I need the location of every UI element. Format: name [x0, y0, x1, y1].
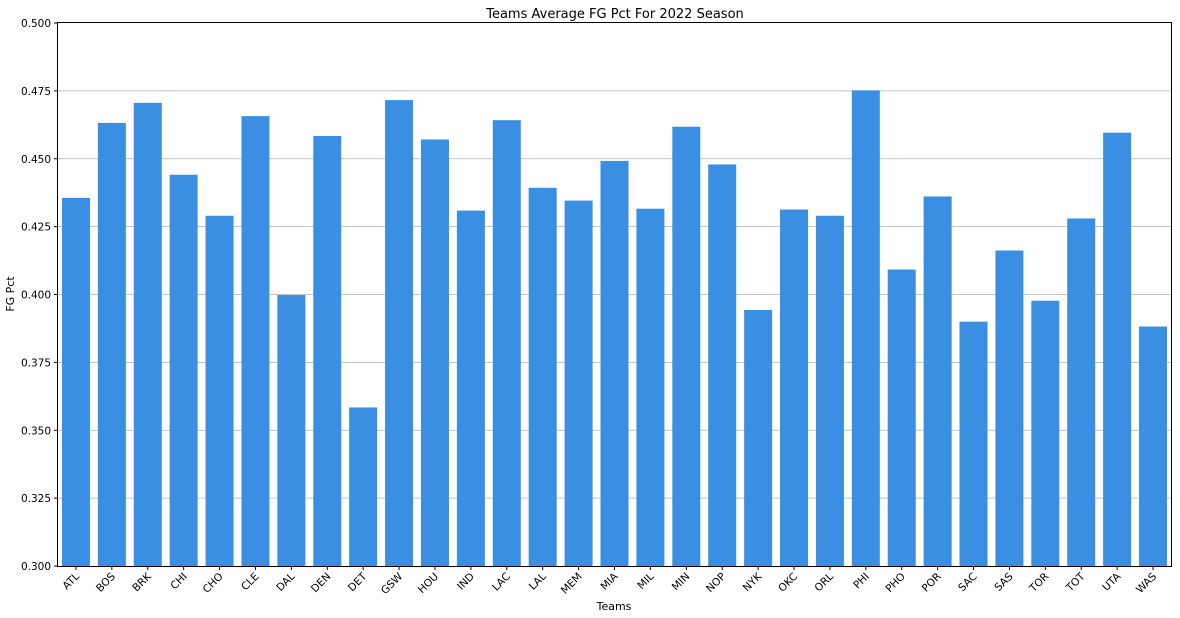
x-axis-label: Teams	[596, 600, 632, 613]
y-axis-label: FG Pct	[4, 276, 17, 312]
bar-ind	[456, 210, 485, 566]
y-tick-label: 0.500	[21, 18, 51, 30]
bar-chi	[169, 174, 198, 566]
bar-lac	[492, 120, 521, 567]
bar-brk	[133, 102, 162, 567]
y-tick-label: 0.375	[21, 357, 51, 369]
y-axis: 0.300 0.325 0.350 0.375 0.400 0.425 0.450 0.475…	[21, 18, 58, 573]
y-tick-label: 0.475	[21, 86, 51, 98]
bar-tor	[1031, 300, 1060, 566]
y-tick-label: 0.300	[21, 561, 51, 573]
bar-phi	[851, 90, 880, 566]
y-tick-label: 0.325	[21, 493, 51, 505]
bar-nop	[708, 164, 737, 567]
bar-okc	[780, 209, 809, 566]
bar-mem	[564, 200, 593, 566]
chart-title: Teams Average FG Pct For 2022 Season	[485, 7, 744, 22]
bar-cho	[205, 215, 234, 566]
bar-dal	[277, 295, 306, 566]
bar-bos	[97, 122, 126, 567]
bar-det	[349, 407, 378, 566]
y-tick-label: 0.400	[21, 290, 51, 302]
bar-was	[1139, 326, 1168, 566]
bar-mia	[600, 160, 629, 566]
bar-cle	[241, 116, 270, 566]
bar-nyk	[744, 309, 773, 566]
y-tick-label: 0.450	[21, 154, 51, 166]
y-tick-label: 0.350	[21, 425, 51, 437]
bar-den	[313, 135, 342, 566]
y-tick-label: 0.425	[21, 222, 51, 234]
bar-hou	[420, 139, 449, 566]
bar-por	[923, 196, 952, 566]
bar-atl	[61, 197, 90, 566]
bar-gsw	[385, 100, 414, 566]
bar-sas	[995, 250, 1024, 566]
plot-frame	[57, 22, 1172, 567]
bar-sac	[959, 321, 988, 566]
bar-pho	[887, 269, 916, 566]
bar-min	[672, 126, 701, 566]
bar-orl	[815, 215, 844, 566]
bar-tot	[1067, 218, 1096, 567]
bars	[61, 90, 1168, 567]
bar-uta	[1103, 132, 1132, 566]
bar-mil	[636, 208, 665, 566]
bar-lal	[528, 187, 557, 566]
